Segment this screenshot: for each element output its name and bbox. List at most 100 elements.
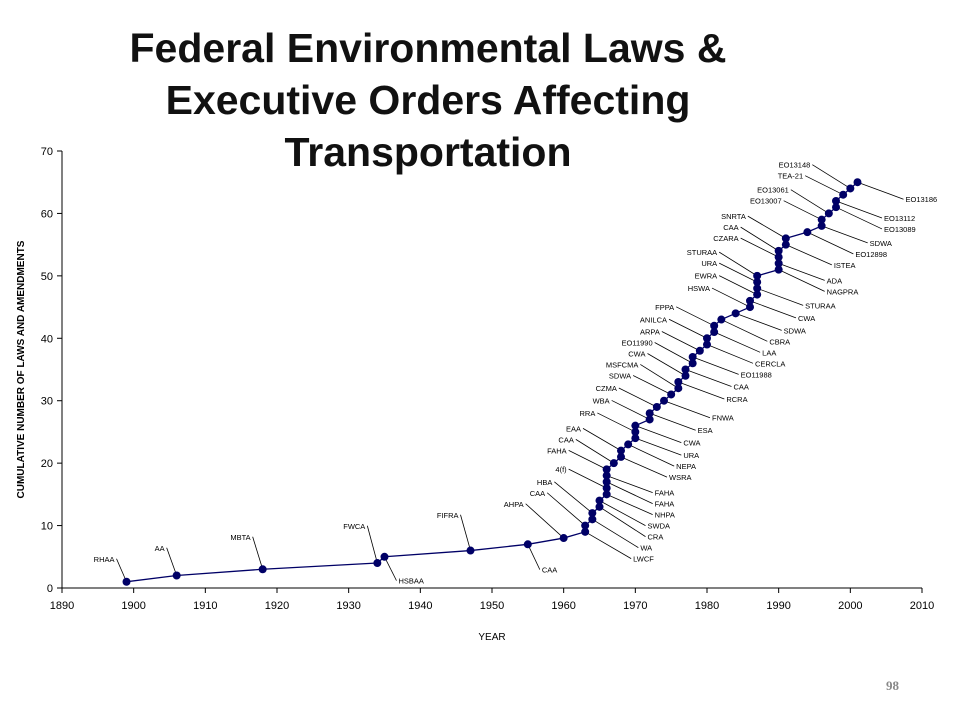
point-label: MBTA [230, 533, 250, 542]
point-label: URA [701, 259, 717, 268]
data-point [588, 515, 597, 524]
point-label: HBA [537, 478, 552, 487]
point-label: SNRTA [721, 212, 746, 221]
point-label: CAA [723, 223, 738, 232]
point-label: CAA [558, 435, 573, 444]
data-point [846, 184, 855, 193]
label-leader [778, 269, 825, 292]
label-leader [740, 237, 779, 258]
data-point [559, 534, 568, 543]
point-label: EAA [566, 424, 581, 433]
point-label: EO11988 [741, 370, 772, 379]
label-leader [546, 492, 586, 526]
label-leader [647, 353, 686, 377]
data-point [753, 290, 762, 299]
label-leader [366, 525, 378, 564]
data-point [774, 265, 783, 274]
data-point [609, 459, 618, 468]
point-label: FAHA [655, 489, 675, 498]
point-label: FPPA [655, 303, 674, 312]
point-label: EO11990 [622, 338, 653, 347]
label-leader [663, 400, 711, 419]
x-tick-label: 1890 [50, 600, 74, 612]
data-point [731, 309, 740, 318]
data-point [645, 409, 654, 418]
point-label: FNWA [712, 414, 734, 423]
point-label: CBRA [769, 337, 790, 346]
x-tick-label: 1940 [408, 600, 432, 612]
label-leader [554, 481, 593, 514]
x-tick-label: 2000 [838, 600, 862, 612]
label-leader [661, 331, 701, 352]
label-leader [857, 181, 904, 200]
label-leader [635, 437, 682, 456]
label-leader [749, 300, 797, 319]
x-axis-title: YEAR [478, 632, 505, 643]
y-axis-title: CUMULATIVE NUMBER OF LAWS AND AMENDMENTS [16, 240, 27, 498]
point-label: CAA [542, 566, 557, 575]
data-point [688, 353, 697, 362]
data-point [753, 278, 762, 287]
data-point [122, 577, 131, 586]
label-leader [166, 547, 178, 576]
label-leader [678, 381, 725, 400]
data-point [717, 315, 726, 324]
label-leader [711, 287, 751, 308]
point-label: CWA [798, 314, 815, 323]
label-leader [804, 175, 844, 196]
data-point [595, 502, 604, 511]
point-label: SDWA [609, 371, 631, 380]
point-label: CZMA [596, 384, 617, 393]
point-label: TEA-21 [778, 172, 803, 181]
label-leader [821, 225, 868, 244]
label-leader [568, 468, 607, 489]
point-label: EO12898 [855, 250, 887, 259]
point-label: RRA [579, 409, 595, 418]
data-point [817, 221, 826, 230]
data-point [466, 546, 475, 555]
label-leader [835, 200, 883, 219]
point-label: AA [155, 544, 165, 553]
point-label: CAA [530, 489, 545, 498]
point-label: 4(f) [555, 465, 567, 474]
label-leader [592, 518, 639, 548]
label-leader [597, 412, 636, 433]
title-line-2: Executive Orders Affecting [165, 77, 691, 123]
data-point [258, 565, 267, 574]
point-label: ESA [698, 426, 713, 435]
point-label: NEPA [676, 462, 696, 471]
data-point [681, 365, 690, 374]
data-point [581, 527, 590, 536]
point-label: EO13089 [884, 225, 916, 234]
title-line-3: Transportation [284, 129, 572, 175]
label-leader [675, 306, 715, 327]
label-leader [116, 558, 127, 582]
point-label: EO13112 [884, 214, 915, 223]
x-tick-label: 2010 [910, 600, 934, 612]
point-label: ISTEA [834, 261, 856, 270]
x-tick-label: 1960 [551, 600, 575, 612]
point-label: SWDA [648, 522, 671, 531]
data-point [617, 452, 625, 461]
point-label: RHAA [94, 555, 115, 564]
point-label: HSWA [688, 284, 710, 293]
label-leader [778, 262, 825, 281]
label-leader [599, 506, 646, 537]
y-tick-label: 60 [41, 208, 53, 220]
data-point [710, 321, 719, 330]
label-leader [525, 503, 564, 539]
point-label: CRA [648, 533, 664, 542]
data-point [588, 509, 597, 518]
label-leader [835, 206, 883, 230]
title-line-1: Federal Environmental Laws & [129, 25, 727, 71]
data-point [674, 377, 683, 386]
data-point [832, 203, 840, 212]
point-label: HSBAA [399, 577, 424, 586]
y-tick-label: 0 [47, 583, 53, 595]
point-label: LAA [762, 348, 776, 357]
data-point [853, 178, 862, 187]
label-leader [618, 387, 658, 408]
data-point [774, 253, 783, 262]
label-leader [692, 356, 739, 375]
data-point [746, 303, 754, 312]
